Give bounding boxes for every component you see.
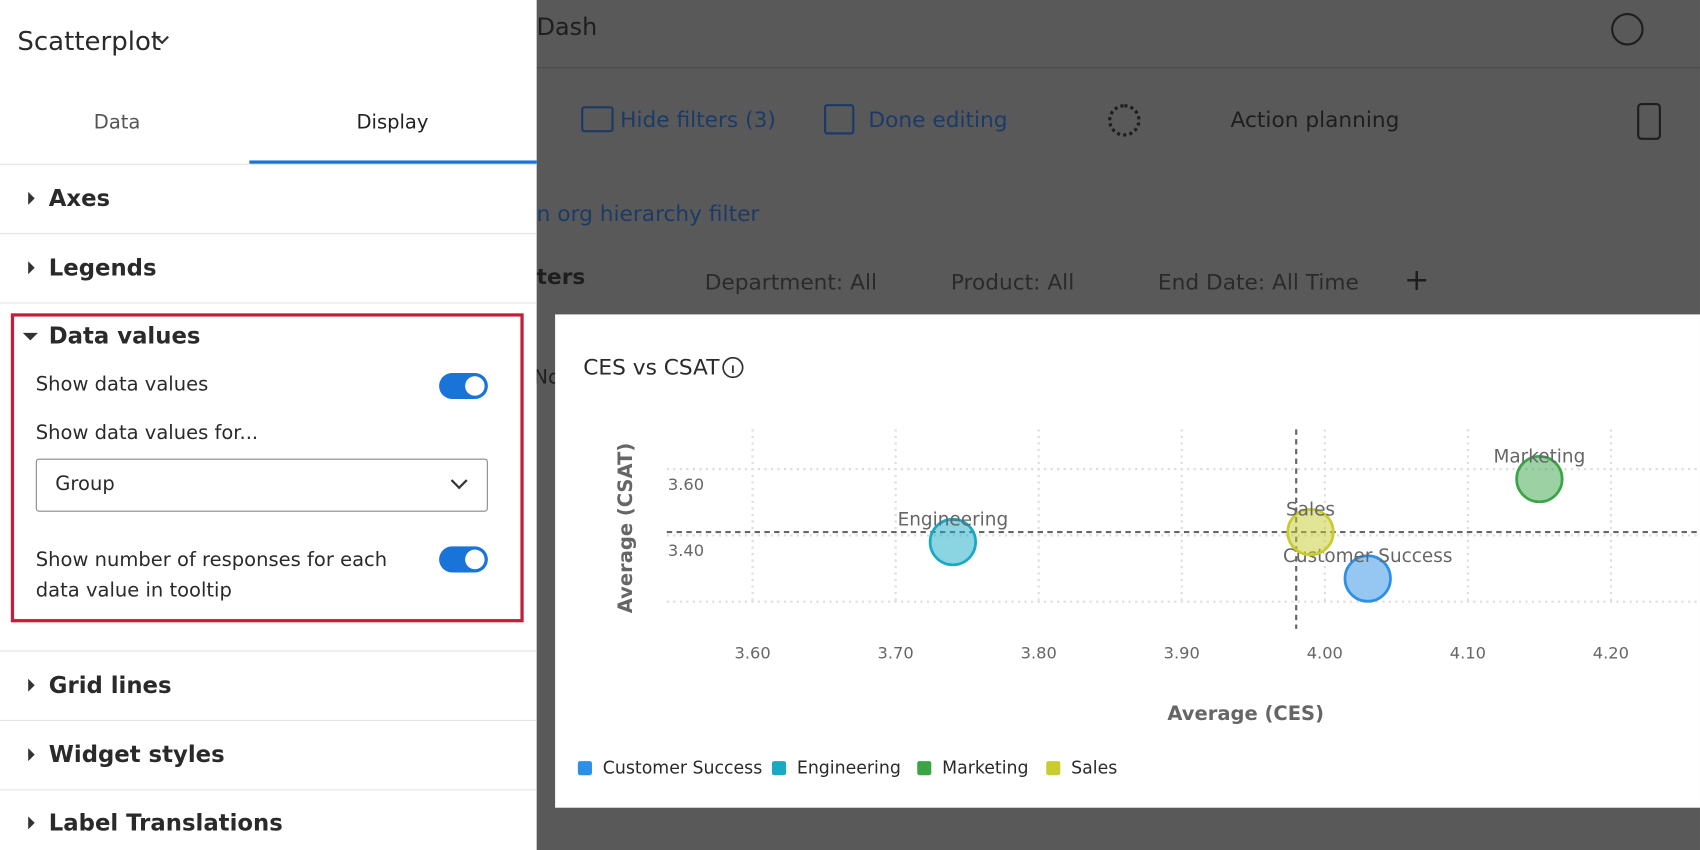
tab-underline (249, 160, 537, 164)
dashboard-title[interactable]: Dash (536, 14, 598, 42)
tab-border (0, 163, 537, 165)
section-header[interactable]: Legends (48, 254, 157, 281)
data-label: Marketing (1493, 446, 1585, 467)
chart: CES vs CSAT 3.60 3.70 3.80 3.90 4.00 4.10 4.20 3… (577, 356, 1700, 779)
legend-label: Customer Success (603, 759, 762, 779)
add-filter[interactable]: + (1404, 261, 1430, 298)
option-label: Show data values (35, 372, 209, 396)
section-header[interactable]: Widget styles (48, 741, 225, 768)
edit-icon (823, 104, 855, 135)
separator (0, 789, 537, 791)
x-tick-label: 4.10 (1450, 643, 1486, 662)
legend-swatch (577, 761, 592, 776)
x-tick-label: 3.80 (1021, 643, 1057, 662)
topbar-border (0, 67, 1700, 69)
x-tick-label: 4.20 (1593, 643, 1629, 662)
separator (0, 233, 537, 235)
y-tick-label: 3.60 (668, 475, 704, 494)
filter[interactable]: Department: All (704, 268, 878, 295)
separator (0, 650, 537, 652)
section-header[interactable]: Axes (48, 185, 111, 212)
option-label: Show data values for... (35, 421, 259, 445)
data-label: Sales (1286, 499, 1335, 520)
x-tick-label: 3.90 (1164, 643, 1200, 662)
tab[interactable]: Data (93, 111, 141, 134)
toggle[interactable] (439, 372, 488, 399)
x-tick-label: 3.60 (735, 643, 771, 662)
org-filter-link[interactable]: n org hierarchy filter (536, 200, 760, 227)
toolbar-button[interactable]: Done editing (868, 106, 1008, 133)
option-label: Show number of responses for each data v… (35, 548, 388, 602)
data-point (928, 517, 977, 567)
settings-icon[interactable] (1108, 104, 1141, 137)
data-point (1286, 507, 1335, 557)
toggle[interactable] (439, 546, 488, 573)
y-tick-label: 3.40 (668, 541, 704, 560)
filter[interactable]: Product: All (950, 268, 1075, 295)
x-tick-label: 3.70 (878, 643, 914, 662)
section-header[interactable]: Grid lines (48, 672, 172, 699)
x-axis-title: Average (CES) (1167, 702, 1324, 725)
chart-title: CES vs CSAT (583, 356, 720, 381)
collapse-arrow (22, 332, 38, 341)
section-header[interactable]: Label Translations (48, 809, 283, 836)
expand-arrow (28, 816, 35, 830)
info-icon (722, 356, 744, 379)
highlight-box (10, 313, 524, 623)
toolbar-button[interactable]: Hide filters (3) (620, 106, 776, 133)
x-tick-label: 4.00 (1307, 643, 1343, 662)
filters-label: ters (536, 263, 586, 290)
legend-swatch (1046, 761, 1061, 776)
dropdown[interactable] (35, 458, 488, 512)
data-point (1515, 454, 1564, 504)
expand-arrow (28, 191, 35, 205)
dropdown-value: Group (55, 472, 115, 496)
legend-label: Engineering (797, 759, 901, 779)
mobile-icon[interactable] (1637, 102, 1661, 140)
expand-arrow (28, 748, 35, 762)
toolbar-button[interactable]: Action planning (1230, 106, 1400, 133)
filter[interactable]: End Date: All Time (1157, 268, 1359, 295)
legend-label: Marketing (942, 759, 1028, 779)
settings-panel: Scatterplot Data Display Axes Legends Da… (0, 0, 537, 850)
separator (0, 302, 537, 304)
tab-fragment: No (533, 365, 560, 389)
section-header[interactable]: Data values (48, 323, 201, 350)
legend-label: Sales (1071, 759, 1117, 779)
separator (0, 719, 537, 721)
data-point (1343, 554, 1392, 603)
expand-arrow (28, 261, 35, 275)
data-label: Engineering (898, 509, 1009, 530)
expand-arrow (28, 678, 35, 692)
filter-icon (581, 106, 614, 133)
y-axis-title: Average (CSAT) (614, 443, 637, 614)
chart-card: CES vs CSAT 3.60 3.70 3.80 3.90 4.00 4.10 4.20 3… (555, 314, 1700, 808)
tab[interactable]: Display (356, 111, 429, 134)
panel-title[interactable]: Scatterplot (17, 26, 162, 57)
legend-swatch (917, 761, 932, 776)
help-icon[interactable] (1611, 13, 1644, 46)
legend-swatch (771, 761, 787, 776)
